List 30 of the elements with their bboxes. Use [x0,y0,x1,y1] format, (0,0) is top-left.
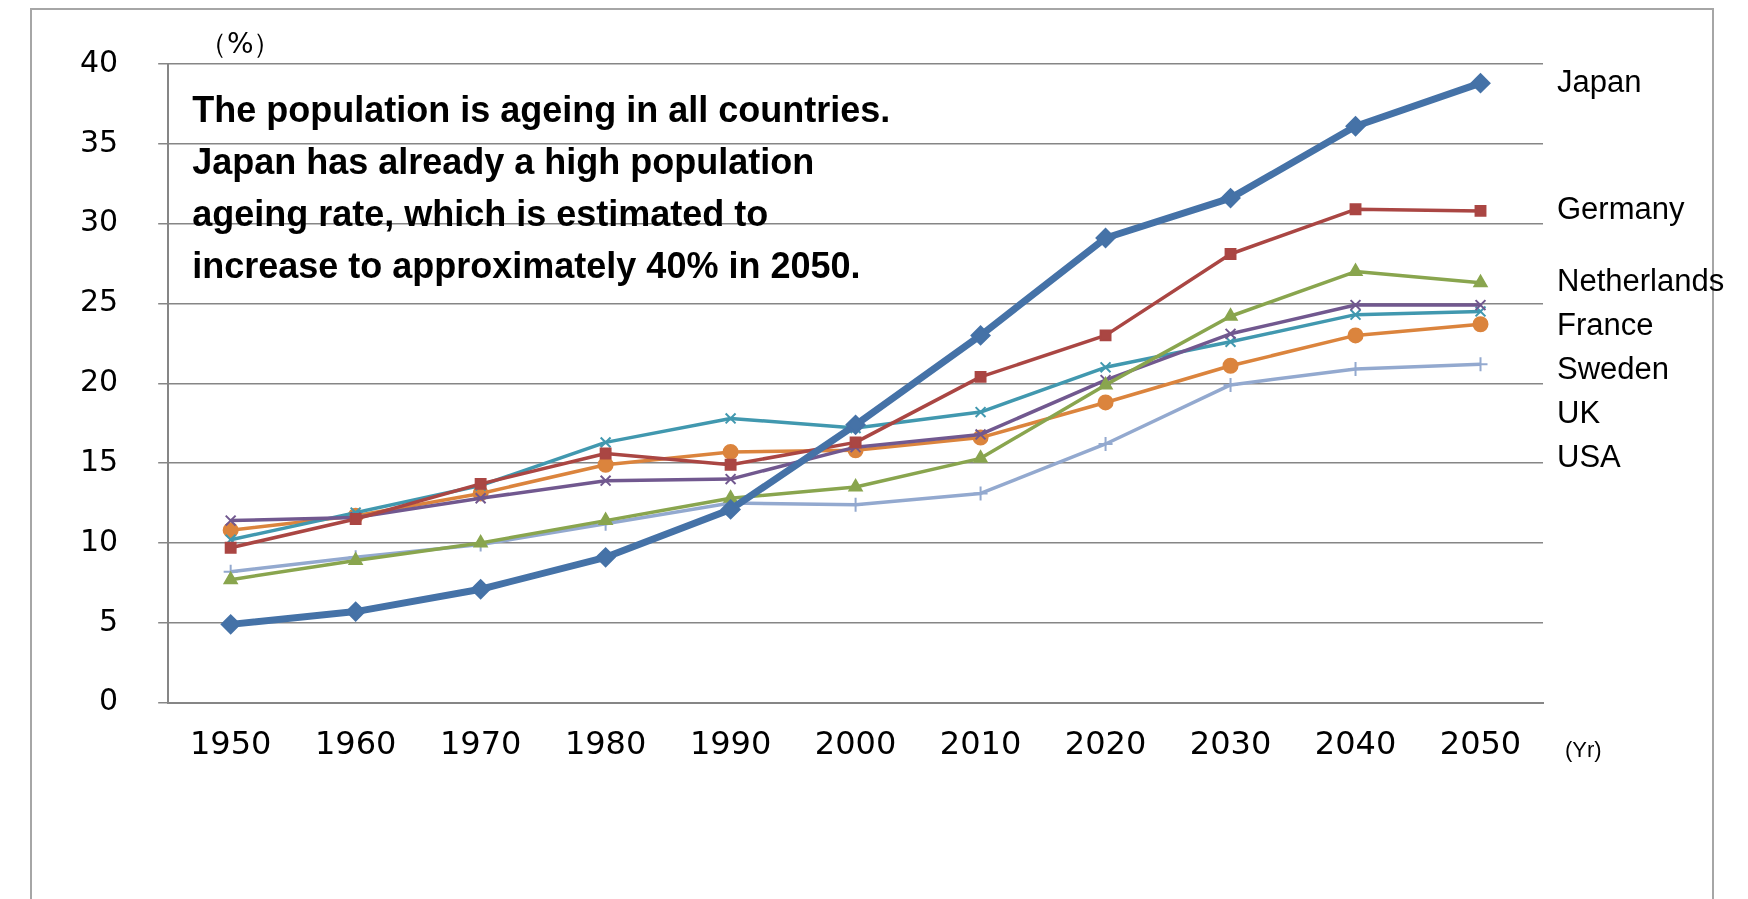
y-tick-label: 25 [79,283,119,319]
y-tick-label: 15 [79,442,119,478]
y-tick-label: 35 [79,123,119,159]
text: Japan [1557,63,1642,99]
x-tick-label: 2030 [1189,724,1272,763]
y-axis-title: （%） [198,27,282,61]
x-tick-label: 2020 [1064,724,1147,763]
text: Germany [1557,191,1685,227]
x-axis-title: (Yr) [1565,736,1602,762]
x-tick-label: 1990 [689,724,772,763]
x-tick-label: 2010 [939,724,1022,763]
text: UK [1557,395,1601,431]
text: Netherlands [1557,263,1725,299]
x-tick-label: 2040 [1314,724,1397,763]
y-tick-label: 10 [79,522,119,558]
text: Sweden [1557,351,1670,387]
x-tick-label: 1970 [439,724,522,763]
y-tick-label: 0 [99,682,119,718]
x-tick-label: 1960 [314,724,397,763]
y-tick-label: 20 [79,363,119,399]
y-tick-label: 5 [99,602,119,638]
y-tick-label: 30 [79,203,119,239]
text: USA [1557,439,1622,475]
y-tick-label: 40 [79,43,119,79]
annotation: The population is ageing in all countries. Japan has already a high population ageing rate, which is estimated to increase to approximately 40% in 2050. [192,88,891,286]
x-tick-label: 1980 [564,724,647,763]
x-tick-label: 2000 [814,724,897,763]
x-tick-label: 2050 [1439,724,1522,763]
x-tick-label: 1950 [189,724,272,763]
text: France [1557,307,1654,343]
